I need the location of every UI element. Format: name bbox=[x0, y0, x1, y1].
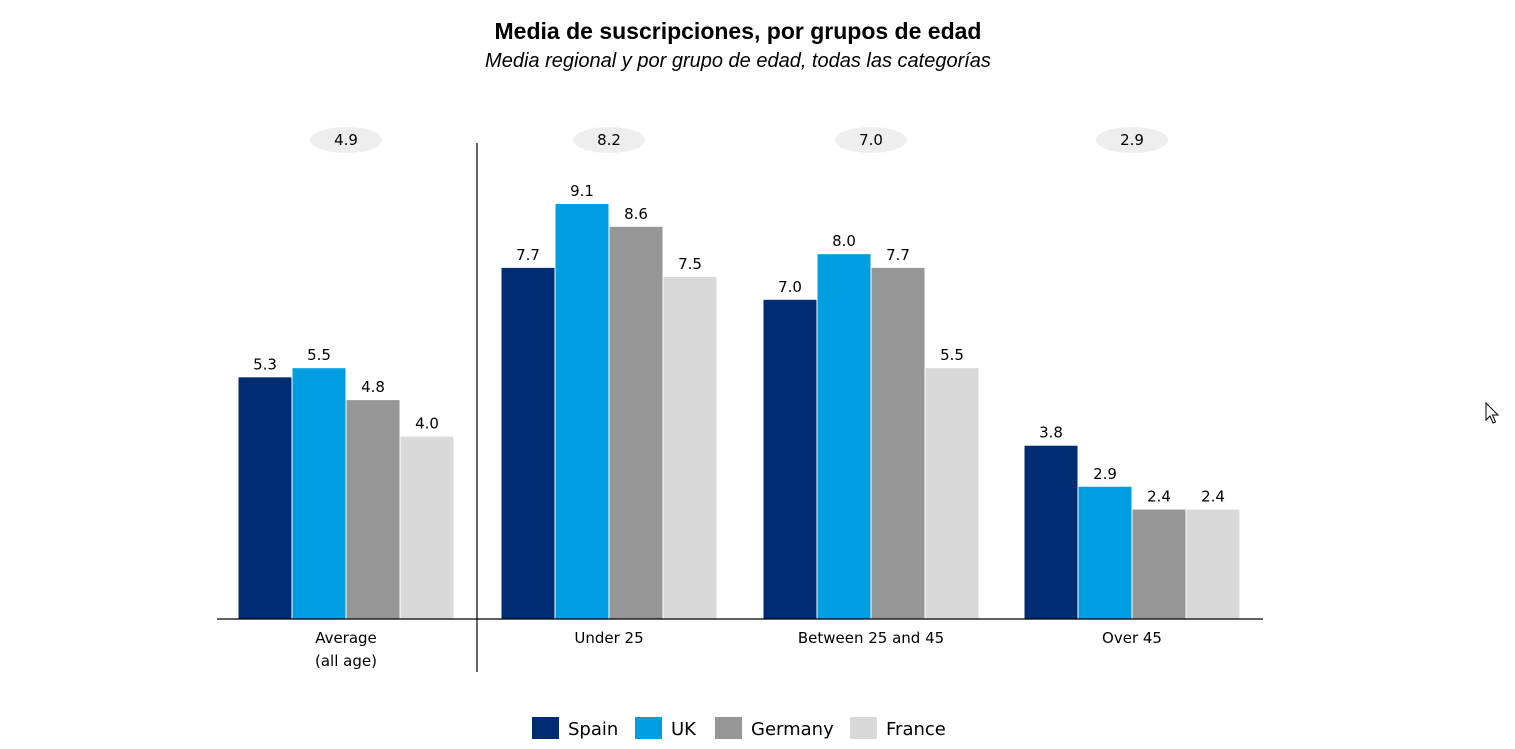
category-labels-layer: Average (all age) Under 25 Between 25 and 4… bbox=[315, 629, 1162, 670]
value-label: 3.8 bbox=[1039, 424, 1063, 442]
bar-spain-1 bbox=[501, 267, 555, 619]
bar-spain-0 bbox=[238, 377, 292, 619]
legend-swatch-uk bbox=[635, 717, 662, 739]
mouse-pointer-icon bbox=[1485, 401, 1500, 424]
bar-france-1 bbox=[663, 277, 717, 619]
legend-label-germany: Germany bbox=[751, 719, 834, 740]
bar-spain-3 bbox=[1024, 445, 1078, 619]
group-average-label: 7.0 bbox=[859, 131, 883, 149]
category-tick-label: Under 25 bbox=[574, 629, 643, 647]
group-average-label: 8.2 bbox=[597, 131, 621, 149]
bar-france-2 bbox=[925, 368, 979, 619]
value-label: 5.3 bbox=[253, 355, 277, 373]
legend: Spain UK Germany France bbox=[532, 717, 946, 740]
value-labels-layer: 5.3 5.5 4.8 4.0 7.7 9.1 8.6 7.5 7.0 8.0 7.7 5.5 3.8 2… bbox=[253, 182, 1225, 506]
group-average-bubble bbox=[835, 127, 907, 153]
group-average-label: 4.9 bbox=[334, 131, 358, 149]
bar-germany-3 bbox=[1132, 509, 1186, 619]
value-label: 4.8 bbox=[361, 378, 385, 396]
group-average-bubble bbox=[573, 127, 645, 153]
value-label: 2.4 bbox=[1147, 488, 1171, 506]
bar-france-3 bbox=[1186, 509, 1240, 619]
legend-swatch-spain bbox=[532, 717, 559, 739]
group-average-bubbles: 4.9 8.2 7.0 2.9 bbox=[310, 127, 1168, 153]
category-tick-label: Between 25 and 45 bbox=[798, 629, 944, 647]
value-label: 2.9 bbox=[1093, 465, 1117, 483]
bar-france-0 bbox=[400, 436, 454, 619]
legend-label-uk: UK bbox=[671, 719, 697, 740]
value-label: 7.0 bbox=[778, 278, 802, 296]
legend-label-france: France bbox=[886, 719, 946, 740]
bar-spain-2 bbox=[763, 299, 817, 619]
bar-germany-2 bbox=[871, 267, 925, 619]
value-label: 9.1 bbox=[570, 182, 594, 200]
category-tick-label: Average bbox=[315, 629, 377, 647]
value-label: 8.0 bbox=[832, 232, 856, 250]
chart-title: Media de suscripciones, por grupos de ed… bbox=[495, 18, 982, 44]
value-label: 7.7 bbox=[516, 246, 540, 264]
group-average-label: 2.9 bbox=[1120, 131, 1144, 149]
value-label: 8.6 bbox=[624, 205, 648, 223]
bar-uk-1 bbox=[555, 204, 609, 620]
value-label: 4.0 bbox=[415, 415, 439, 433]
bar-uk-2 bbox=[817, 254, 871, 619]
value-label: 5.5 bbox=[307, 346, 331, 364]
bar-germany-1 bbox=[609, 226, 663, 619]
legend-swatch-france bbox=[850, 717, 877, 739]
value-label: 7.5 bbox=[678, 255, 702, 273]
bar-uk-3 bbox=[1078, 486, 1132, 619]
group-average-bubble bbox=[310, 127, 382, 153]
category-tick-label: Over 45 bbox=[1102, 629, 1162, 647]
bar-germany-0 bbox=[346, 400, 400, 619]
category-tick-label: (all age) bbox=[315, 652, 377, 670]
legend-swatch-germany bbox=[715, 717, 742, 739]
value-label: 2.4 bbox=[1201, 488, 1225, 506]
value-label: 5.5 bbox=[940, 346, 964, 364]
legend-label-spain: Spain bbox=[568, 719, 618, 740]
chart-subtitle: Media regional y por grupo de edad, toda… bbox=[485, 50, 991, 72]
bar-uk-0 bbox=[292, 368, 346, 619]
bars-layer bbox=[238, 204, 1240, 620]
value-label: 7.7 bbox=[886, 246, 910, 264]
group-average-bubble bbox=[1096, 127, 1168, 153]
